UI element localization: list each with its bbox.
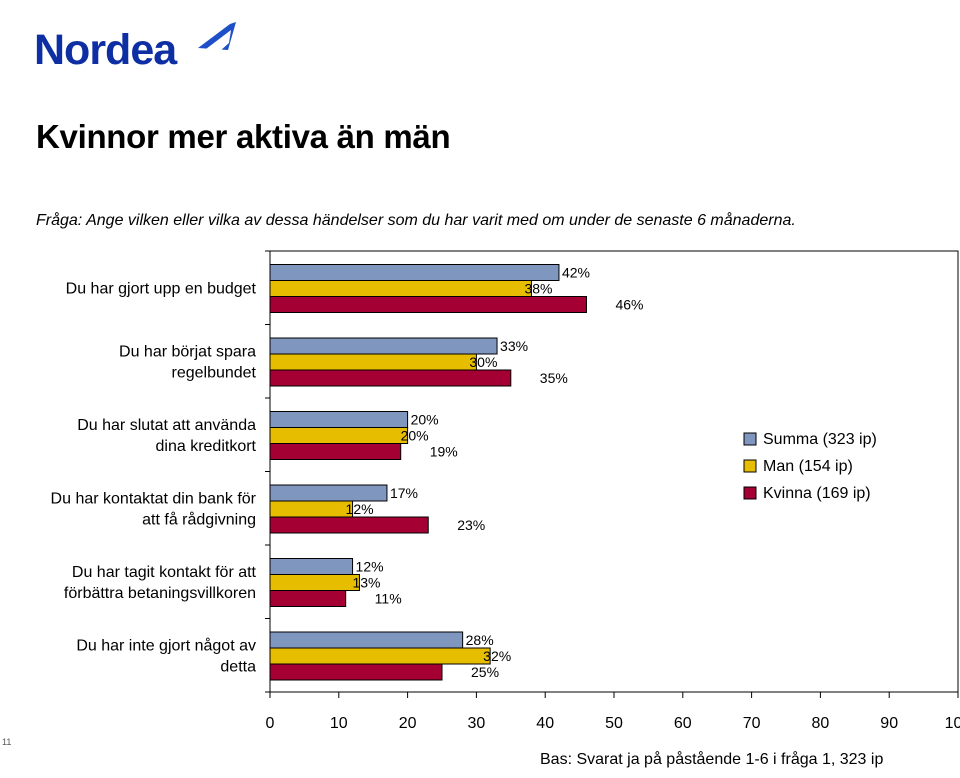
page-title: Kvinnor mer aktiva än män: [36, 118, 451, 155]
data-label: 32%: [483, 648, 511, 664]
x-tick-label: 30: [468, 715, 486, 732]
chart-labels: 0 10 20 30 40 50 60 70 80 90 100 42% 38% 46% Du har gj…: [51, 265, 960, 733]
data-label: 12%: [346, 501, 374, 517]
bar-1: [269, 264, 560, 281]
data-label: 19%: [430, 444, 458, 460]
bar-2: [269, 574, 360, 591]
data-label: 46%: [615, 297, 643, 313]
data-label: 30%: [469, 354, 497, 370]
category-label: förbättra betaningsvillkoren: [64, 585, 256, 602]
bar-chart: 0 10 20 30 40 50 60 70 80 90 100 42% 38% 46% Du har gj…: [51, 250, 960, 733]
survey-question: Fråga: Ange vilken eller vilka av dessa …: [36, 212, 796, 229]
category-label: Du har gjort upp en budget: [66, 281, 257, 298]
category-label: detta: [220, 659, 256, 676]
x-tick-label: 50: [605, 715, 623, 732]
category-label: Du har slutat att använda: [77, 417, 256, 434]
data-label: 20%: [401, 428, 429, 444]
data-label: 33%: [500, 338, 528, 354]
x-tick-label: 10: [330, 715, 348, 732]
bar-3: [269, 663, 443, 681]
bar-2: [269, 280, 532, 297]
data-label: 42%: [562, 265, 590, 281]
category-label: Du har börjat spara: [119, 344, 256, 361]
bar-3: [269, 296, 587, 313]
data-label: 13%: [352, 575, 380, 591]
bar-1: [269, 337, 498, 355]
bar-1: [269, 631, 464, 649]
legend-swatch: [743, 432, 757, 446]
legend-label: Man (154 ip): [763, 458, 853, 475]
legend-label: Kvinna (169 ip): [763, 485, 871, 502]
data-label: 11%: [375, 591, 402, 607]
x-tick-label: 80: [812, 715, 830, 732]
logo-sail-stripe: [206, 30, 231, 51]
data-label: 28%: [466, 632, 494, 648]
category-label: Du har tagit kontakt för att: [72, 564, 257, 581]
bar-2: [269, 353, 477, 371]
x-tick-label: 90: [880, 715, 898, 732]
legend-swatch: [743, 486, 757, 500]
category-label: Du har kontaktat din bank för: [51, 491, 257, 508]
category-label: att få rådgivning: [142, 511, 256, 529]
data-label: 12%: [356, 559, 384, 575]
legend-label: Summa (323 ip): [763, 431, 877, 448]
legend-swatch: [743, 459, 757, 473]
bar-3: [269, 590, 347, 607]
bar-3: [269, 516, 429, 534]
data-label: 25%: [471, 664, 499, 680]
data-label: 20%: [411, 412, 439, 428]
bar-2: [269, 427, 409, 444]
bar-1: [269, 558, 354, 575]
bar-3: [269, 443, 402, 460]
bar-2: [269, 500, 354, 518]
plot-frame: [269, 250, 959, 693]
data-label: 23%: [457, 517, 485, 533]
category-label: Du har inte gjort något av: [76, 637, 256, 655]
chart-axes: [265, 250, 959, 698]
chart-bars: [269, 264, 587, 681]
chart-legend: Summa (323 ip) Man (154 ip) Kvinna (169 ip…: [743, 431, 877, 502]
x-tick-label: 40: [536, 715, 554, 732]
data-label: 17%: [390, 485, 418, 501]
bar-1: [269, 411, 409, 428]
category-label: dina kreditkort: [156, 438, 257, 455]
nordea-logo: Nordea: [34, 22, 236, 74]
data-label: 38%: [524, 281, 552, 297]
base-note: Bas: Svarat ja på påstående 1-6 i fråga …: [540, 751, 884, 768]
x-tick-label: 20: [399, 715, 417, 732]
x-tick-label: 60: [674, 715, 692, 732]
bar-3: [269, 369, 512, 387]
data-label: 35%: [540, 370, 568, 386]
logo-wordmark: Nordea: [34, 26, 178, 74]
x-tick-label: 0: [266, 715, 275, 732]
category-label: regelbundet: [171, 365, 256, 382]
bar-2: [269, 647, 491, 665]
bar-1: [269, 484, 388, 502]
x-tick-label: 100: [945, 715, 960, 732]
x-tick-label: 70: [743, 715, 761, 732]
page-number: 11: [2, 737, 12, 747]
